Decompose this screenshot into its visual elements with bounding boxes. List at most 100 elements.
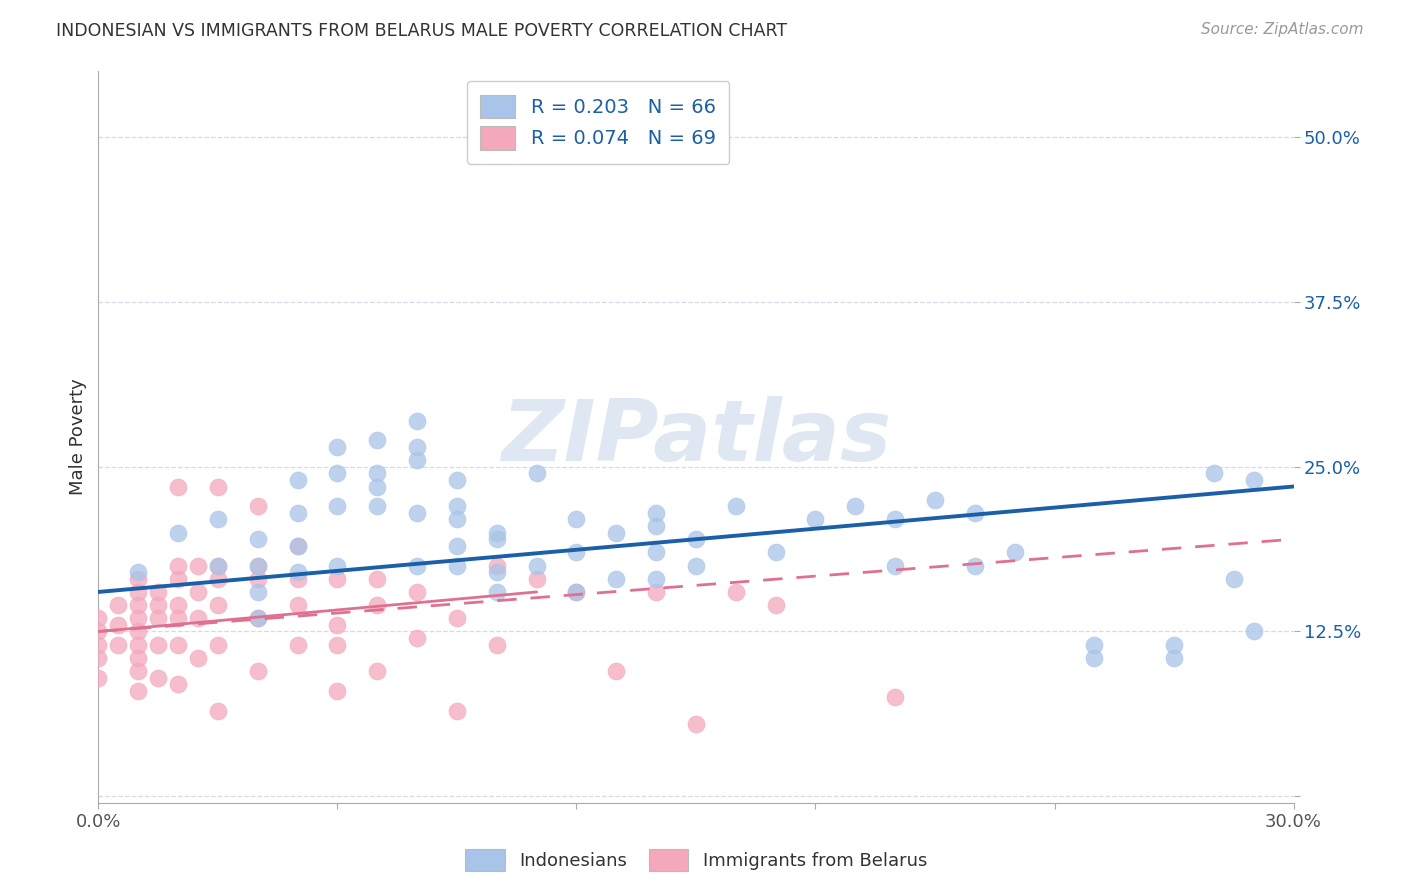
- Point: [884, 558, 907, 573]
- Point: [645, 572, 668, 586]
- Point: [107, 598, 129, 612]
- Point: [87, 650, 110, 665]
- Point: [1243, 473, 1265, 487]
- Point: [127, 683, 149, 698]
- Point: [87, 624, 110, 639]
- Point: [207, 512, 229, 526]
- Text: Source: ZipAtlas.com: Source: ZipAtlas.com: [1201, 22, 1364, 37]
- Point: [645, 585, 668, 599]
- Point: [526, 572, 548, 586]
- Point: [605, 664, 627, 678]
- Point: [1243, 624, 1265, 639]
- Point: [326, 467, 349, 481]
- Point: [406, 631, 429, 645]
- Point: [1083, 650, 1105, 665]
- Text: ZIPatlas: ZIPatlas: [501, 395, 891, 479]
- Point: [645, 519, 668, 533]
- Point: [167, 638, 190, 652]
- Point: [765, 545, 787, 559]
- Point: [167, 598, 190, 612]
- Point: [526, 467, 548, 481]
- Point: [963, 558, 986, 573]
- Point: [685, 558, 707, 573]
- Point: [446, 704, 468, 718]
- Point: [366, 500, 388, 514]
- Point: [326, 618, 349, 632]
- Point: [127, 611, 149, 625]
- Point: [485, 565, 508, 579]
- Point: [485, 525, 508, 540]
- Point: [326, 572, 349, 586]
- Point: [167, 572, 190, 586]
- Point: [645, 506, 668, 520]
- Point: [127, 638, 149, 652]
- Point: [287, 506, 309, 520]
- Point: [724, 500, 747, 514]
- Point: [207, 558, 229, 573]
- Point: [207, 638, 229, 652]
- Point: [167, 525, 190, 540]
- Point: [287, 539, 309, 553]
- Point: [207, 704, 229, 718]
- Point: [287, 598, 309, 612]
- Point: [326, 558, 349, 573]
- Point: [127, 565, 149, 579]
- Point: [287, 565, 309, 579]
- Point: [287, 473, 309, 487]
- Point: [605, 572, 627, 586]
- Point: [167, 611, 190, 625]
- Point: [446, 539, 468, 553]
- Point: [246, 664, 269, 678]
- Point: [446, 558, 468, 573]
- Point: [565, 545, 588, 559]
- Point: [1222, 572, 1246, 586]
- Point: [724, 585, 747, 599]
- Point: [366, 467, 388, 481]
- Text: INDONESIAN VS IMMIGRANTS FROM BELARUS MALE POVERTY CORRELATION CHART: INDONESIAN VS IMMIGRANTS FROM BELARUS MA…: [56, 22, 787, 40]
- Point: [287, 638, 309, 652]
- Point: [148, 585, 170, 599]
- Point: [326, 500, 349, 514]
- Point: [127, 650, 149, 665]
- Point: [685, 533, 707, 547]
- Point: [605, 525, 627, 540]
- Point: [685, 716, 707, 731]
- Point: [406, 453, 429, 467]
- Point: [1004, 545, 1026, 559]
- Point: [366, 479, 388, 493]
- Point: [645, 545, 668, 559]
- Point: [187, 611, 209, 625]
- Point: [167, 677, 190, 691]
- Point: [287, 539, 309, 553]
- Point: [446, 512, 468, 526]
- Point: [963, 506, 986, 520]
- Point: [246, 533, 269, 547]
- Point: [485, 558, 508, 573]
- Point: [804, 512, 827, 526]
- Point: [246, 558, 269, 573]
- Point: [565, 585, 588, 599]
- Point: [148, 611, 170, 625]
- Point: [1163, 638, 1185, 652]
- Point: [246, 611, 269, 625]
- Point: [844, 500, 866, 514]
- Point: [246, 572, 269, 586]
- Point: [884, 512, 907, 526]
- Point: [148, 598, 170, 612]
- Point: [167, 479, 190, 493]
- Point: [406, 506, 429, 520]
- Point: [326, 683, 349, 698]
- Point: [246, 500, 269, 514]
- Point: [127, 585, 149, 599]
- Point: [406, 585, 429, 599]
- Point: [1163, 650, 1185, 665]
- Point: [565, 585, 588, 599]
- Legend: Indonesians, Immigrants from Belarus: Indonesians, Immigrants from Belarus: [457, 841, 935, 878]
- Point: [107, 618, 129, 632]
- Point: [485, 585, 508, 599]
- Point: [446, 611, 468, 625]
- Point: [127, 572, 149, 586]
- Point: [246, 585, 269, 599]
- Point: [326, 638, 349, 652]
- Point: [207, 479, 229, 493]
